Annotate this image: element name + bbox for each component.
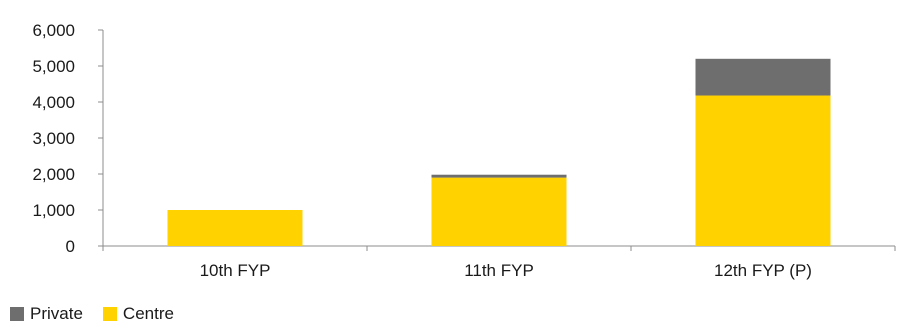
bar-centre: [167, 210, 303, 246]
bar-centre: [431, 177, 567, 246]
legend-swatch-private: [10, 307, 24, 321]
y-tick-label: 4,000: [32, 93, 75, 112]
y-tick-label: 1,000: [32, 201, 75, 220]
y-tick-label: 3,000: [32, 129, 75, 148]
y-tick-label: 6,000: [32, 21, 75, 40]
bar-centre: [695, 95, 831, 247]
x-tick-label: 10th FYP: [200, 261, 271, 280]
y-tick-label: 5,000: [32, 57, 75, 76]
bars: [167, 58, 831, 247]
tick-labels: 0 1,000 2,000 3,000 4,000 5,000 6,000 10th FYP 1…: [32, 21, 812, 280]
bar-private: [695, 58, 831, 96]
legend-item-centre: Centre: [102, 304, 174, 324]
x-tick-label: 11th FYP: [464, 261, 534, 280]
legend: Private Centre: [10, 304, 174, 324]
legend-label-private: Private: [30, 304, 83, 323]
stacked-bar-chart: 0 1,000 2,000 3,000 4,000 5,000 6,000 10th FYP 1…: [32, 21, 896, 280]
bar-private: [431, 174, 567, 178]
legend-item-private: Private: [10, 304, 83, 324]
y-tick-label: 0: [66, 237, 75, 256]
y-tick-label: 2,000: [32, 165, 75, 184]
legend-label-centre: Centre: [122, 304, 174, 323]
legend-swatch-centre: [102, 307, 117, 321]
x-tick-label: 12th FYP (P): [714, 261, 812, 280]
